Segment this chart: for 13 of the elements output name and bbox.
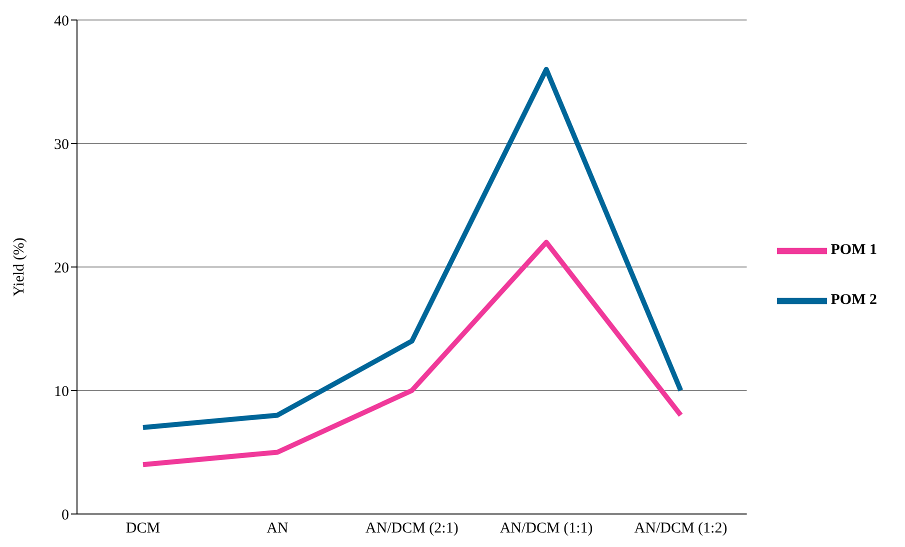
x-tick-label: AN/DCM (1:1): [500, 520, 593, 537]
x-tick-label: DCM: [126, 520, 160, 537]
y-tick-label: 20: [54, 260, 69, 276]
legend-label: POM 2: [830, 292, 877, 308]
x-tick-label: AN/DCM (1:2): [634, 520, 728, 537]
legend-label: POM 1: [830, 242, 877, 258]
y-tick-label: 30: [54, 136, 69, 153]
x-tick-label: AN: [266, 520, 288, 537]
y-axis-title: Yield (%): [11, 238, 28, 296]
y-tick-label: 10: [54, 384, 69, 400]
y-tick-label: 40: [54, 13, 69, 30]
x-tick-label: AN/DCM (2:1): [365, 520, 458, 537]
y-tick-label: 0: [62, 507, 69, 524]
